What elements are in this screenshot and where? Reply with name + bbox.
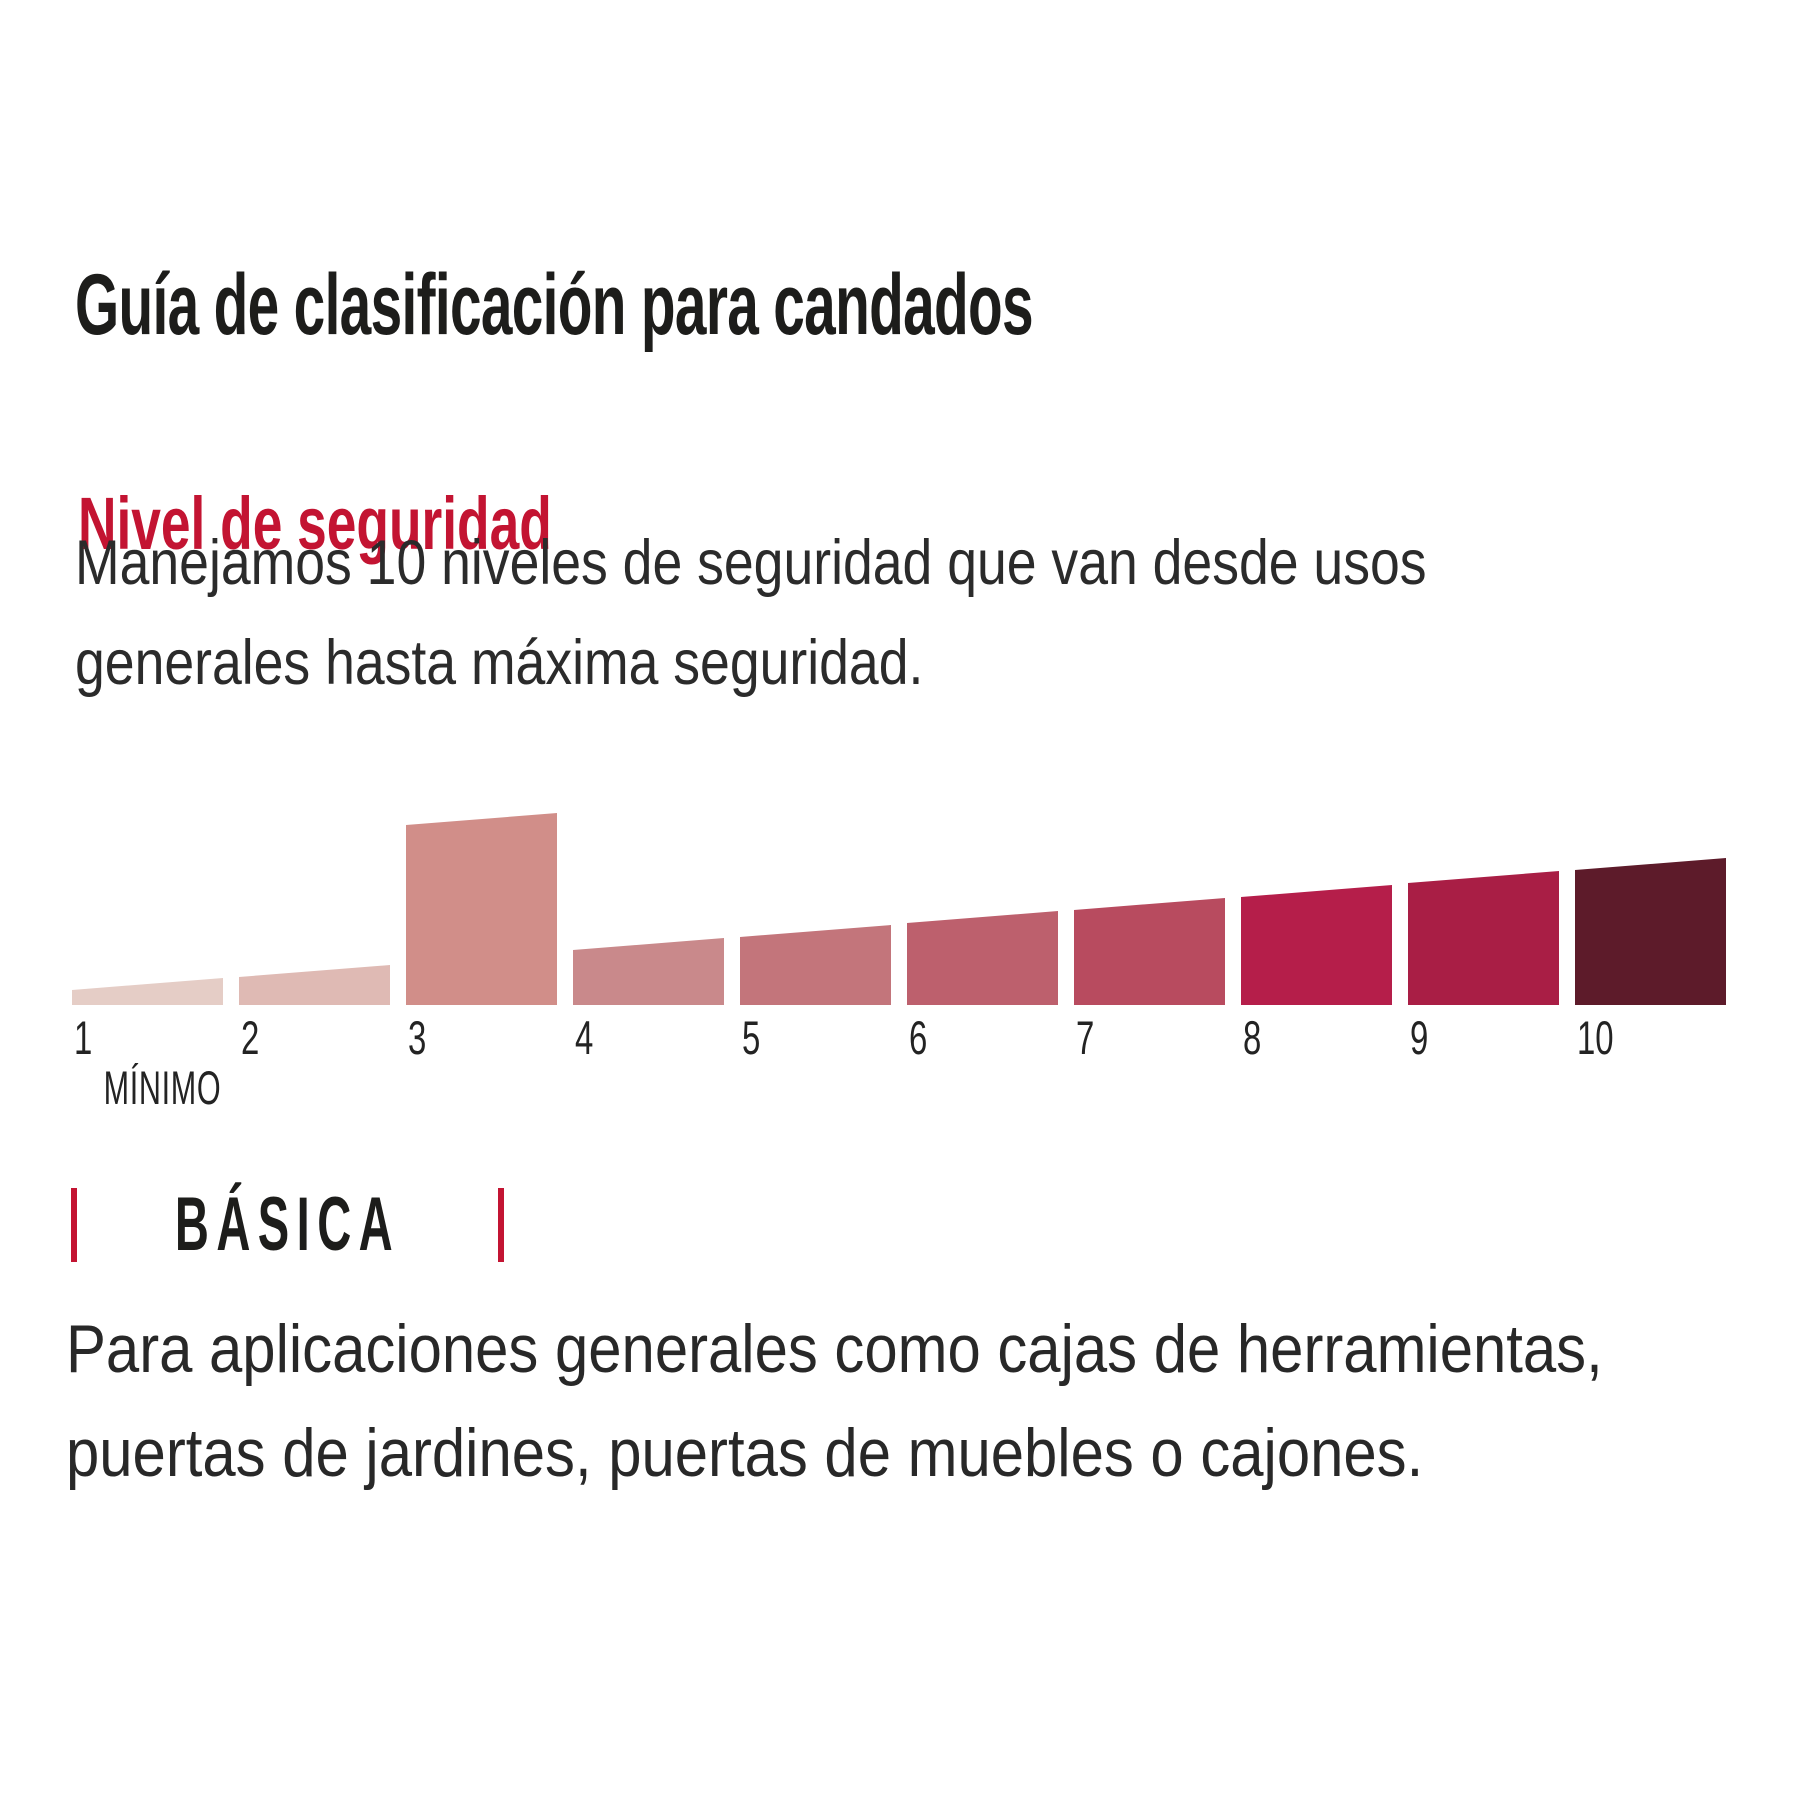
- intro-text: Manejamos 10 niveles de seguridad que va…: [75, 513, 1665, 713]
- category-description-line-2: puertas de jardines, puertas de muebles …: [66, 1415, 1424, 1491]
- category-header: BÁSICA: [0, 1182, 1800, 1267]
- intro-line-1: Manejamos 10 niveles de seguridad que va…: [75, 528, 1427, 598]
- chart-bar-level-1: [72, 978, 223, 1005]
- level-tick-label-4: 4: [575, 1011, 594, 1064]
- level-tick-label-7: 7: [1076, 1011, 1095, 1064]
- level-tick-label-9: 9: [1410, 1011, 1429, 1064]
- category-description-line-1: Para aplicaciones generales como cajas d…: [66, 1311, 1603, 1387]
- chart-bar-level-5: [740, 925, 891, 1005]
- category-divider-right: [498, 1188, 504, 1262]
- chart-bar-level-7: [1074, 898, 1225, 1005]
- chart-bar-level-10: [1575, 858, 1726, 1005]
- level-tick-label-1: 1: [74, 1011, 93, 1064]
- level-tick-label-6: 6: [909, 1011, 928, 1064]
- chart-bar-level-6: [907, 911, 1058, 1005]
- section-heading: Nivel de seguridad: [78, 482, 552, 566]
- level-tick-label-10: 10: [1577, 1011, 1614, 1064]
- chart-bar-level-8: [1241, 885, 1392, 1005]
- level-tick-label-3: 3: [408, 1011, 427, 1064]
- category-description: Para aplicaciones generales como cajas d…: [66, 1297, 1800, 1505]
- category-divider-left: [71, 1188, 77, 1262]
- level-tick-label-2: 2: [241, 1011, 260, 1064]
- level-tick-label-8: 8: [1243, 1011, 1262, 1064]
- chart-bars: [72, 813, 1726, 1005]
- chart-bar-level-9: [1408, 871, 1559, 1005]
- chart-tick-row: 1 2 3 4 5 6 7 8 9 10: [72, 1010, 1726, 1064]
- chart-bar-level-4: [573, 938, 724, 1005]
- minimo-label: MÍNIMO: [103, 1061, 222, 1114]
- security-level-chart: [72, 805, 1726, 1005]
- level-tick-label-5: 5: [742, 1011, 761, 1064]
- category-label: BÁSICA: [174, 1182, 401, 1267]
- page-title: Guía de clasificación para candados: [75, 256, 1034, 353]
- chart-bar-level-3-highlighted: [406, 813, 557, 1005]
- intro-line-2: generales hasta máxima seguridad.: [75, 628, 924, 698]
- chart-bar-level-2: [239, 965, 390, 1005]
